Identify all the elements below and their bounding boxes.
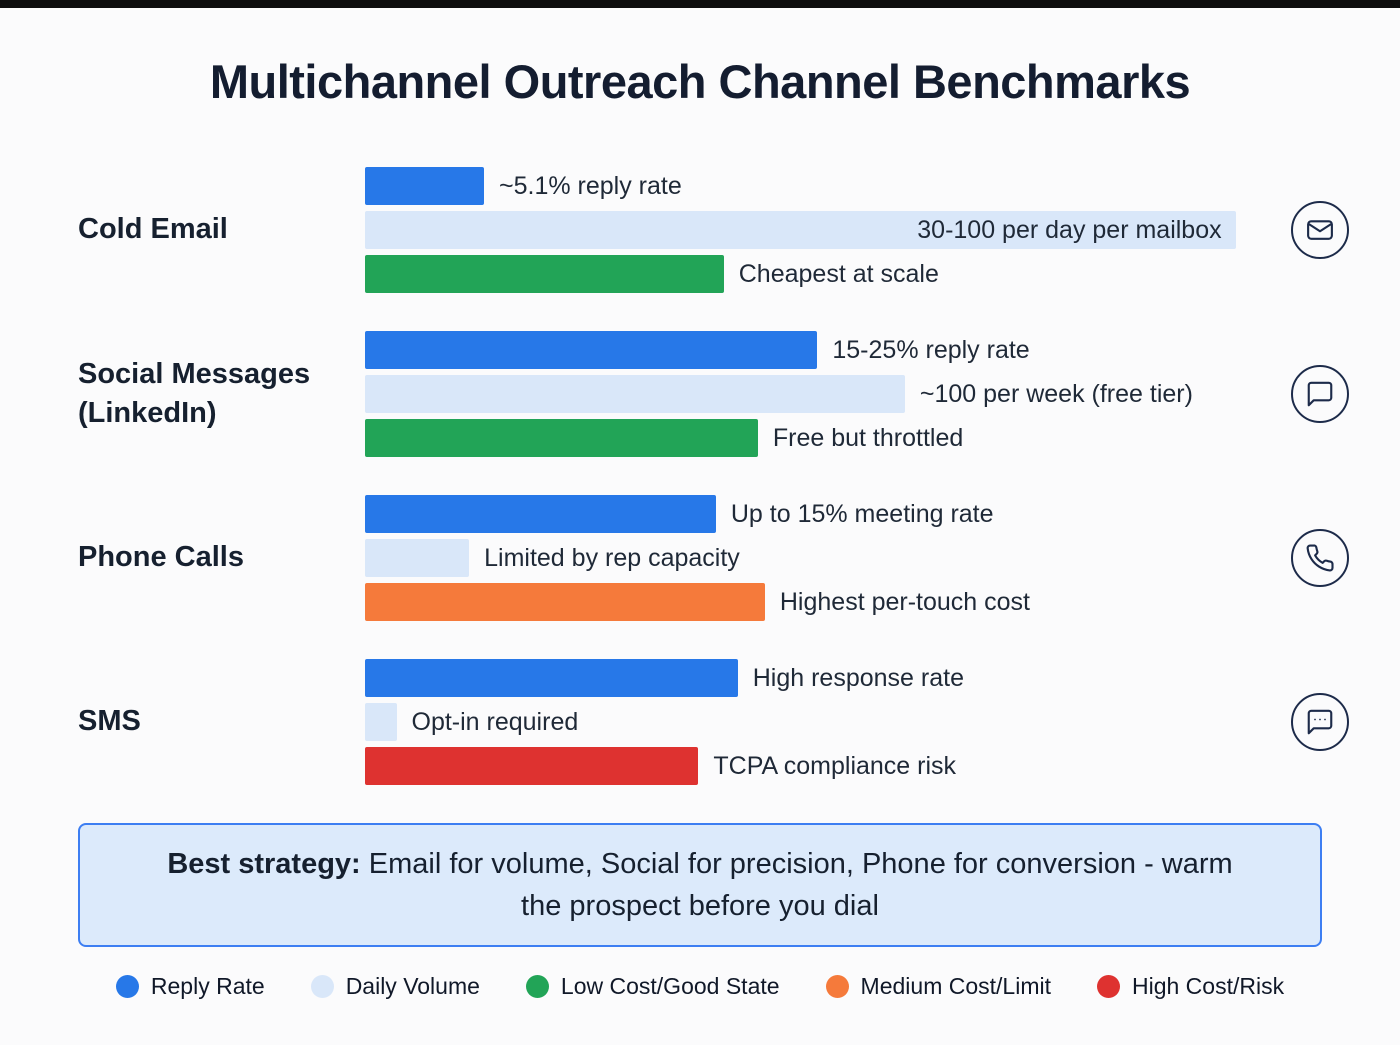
bar-line: TCPA compliance risk — [365, 747, 1240, 785]
legend-item-low-cost: Low Cost/Good State — [525, 973, 780, 1000]
bar-label: TCPA compliance risk — [713, 751, 957, 780]
bar-line: Cheapest at scale — [365, 255, 1240, 293]
medium-cost-bar — [365, 583, 765, 621]
legend-label: Reply Rate — [150, 973, 265, 1000]
high-risk-bar — [365, 747, 699, 785]
top-strip — [0, 0, 1400, 8]
channel-icon-cell — [1240, 693, 1400, 751]
bar-group: Up to 15% meeting rate Limited by rep ca… — [365, 495, 1240, 621]
legend-label: Low Cost/Good State — [560, 973, 780, 1000]
daily-volume-bar — [365, 375, 905, 413]
legend-label: Medium Cost/Limit — [860, 973, 1051, 1000]
legend-item-high-risk: High Cost/Risk — [1096, 973, 1285, 1000]
phone-icon — [1291, 529, 1349, 587]
bar-group: 15-25% reply rate ~100 per week (free ti… — [365, 331, 1240, 457]
daily-volume-bar — [365, 539, 470, 577]
bar-line: 30-100 per day per mailbox — [365, 211, 1240, 249]
bar-line: ~100 per week (free tier) — [365, 375, 1240, 413]
bar-line: Limited by rep capacity — [365, 539, 1240, 577]
bar-line: Highest per-touch cost — [365, 583, 1240, 621]
channel-label: Phone Calls — [78, 541, 244, 574]
chart-row-phone-calls: Phone Calls Up to 15% meeting rate Limit… — [0, 495, 1400, 621]
callout-text: Email for volume, Social for precision, … — [360, 848, 1233, 923]
channel-icon-cell — [1240, 529, 1400, 587]
bar-label: ~5.1% reply rate — [499, 171, 682, 200]
low-cost-bar — [365, 255, 724, 293]
bar-label: ~100 per week (free tier) — [919, 379, 1193, 408]
bar-label: Highest per-touch cost — [779, 587, 1030, 616]
chart-legend: Reply Rate Daily Volume Low Cost/Good St… — [0, 973, 1400, 1000]
benchmark-chart: Cold Email ~5.1% reply rate 30-100 per d… — [0, 167, 1400, 785]
legend-dot — [310, 975, 334, 999]
bar-group: High response rate Opt-in required TCPA … — [365, 659, 1240, 785]
sms-bubble-icon — [1291, 693, 1349, 751]
reply-rate-bar — [365, 495, 716, 533]
chart-row-social-messages: Social Messages (LinkedIn) 15-25% reply … — [0, 331, 1400, 457]
legend-item-medium-cost: Medium Cost/Limit — [825, 973, 1051, 1000]
low-cost-bar — [365, 419, 758, 457]
legend-label: High Cost/Risk — [1131, 973, 1285, 1000]
bar-label: 15-25% reply rate — [832, 335, 1030, 364]
reply-rate-bar — [365, 331, 818, 369]
chart-row-sms: SMS High response rate Opt-in required T… — [0, 659, 1400, 785]
legend-label: Daily Volume — [345, 973, 480, 1000]
bar-line: 15-25% reply rate — [365, 331, 1240, 369]
bar-line: Opt-in required — [365, 703, 1240, 741]
daily-volume-bar — [365, 703, 397, 741]
daily-volume-bar: 30-100 per day per mailbox — [365, 211, 1236, 249]
bar-line: Up to 15% meeting rate — [365, 495, 1240, 533]
bar-line: Free but throttled — [365, 419, 1240, 457]
channel-icon-cell — [1240, 201, 1400, 259]
bar-label: High response rate — [752, 663, 964, 692]
chart-row-cold-email: Cold Email ~5.1% reply rate 30-100 per d… — [0, 167, 1400, 293]
reply-rate-bar — [365, 659, 738, 697]
bar-label: Up to 15% meeting rate — [730, 499, 994, 528]
best-strategy-callout: Best strategy: Email for volume, Social … — [78, 823, 1322, 948]
legend-dot — [525, 975, 549, 999]
channel-label: Cold Email — [78, 213, 228, 246]
legend-item-reply-rate: Reply Rate — [115, 973, 265, 1000]
bar-line: High response rate — [365, 659, 1240, 697]
callout-lead: Best strategy: — [167, 848, 361, 880]
page-title: Multichannel Outreach Channel Benchmarks — [209, 55, 1191, 108]
legend-dot — [1096, 975, 1120, 999]
channel-label: Social Messages (LinkedIn) — [78, 357, 311, 429]
legend-dot — [115, 975, 139, 999]
mail-icon — [1291, 201, 1349, 259]
bar-label: Limited by rep capacity — [484, 543, 740, 572]
reply-rate-bar — [365, 167, 484, 205]
legend-dot — [825, 975, 849, 999]
bar-label: Cheapest at scale — [738, 259, 939, 288]
channel-icon-cell — [1240, 365, 1400, 423]
chat-bubble-icon — [1291, 365, 1349, 423]
bar-group: ~5.1% reply rate 30-100 per day per mail… — [365, 167, 1240, 293]
bar-label: 30-100 per day per mailbox — [917, 216, 1222, 244]
bar-label: Free but throttled — [772, 423, 964, 452]
channel-label: SMS — [78, 705, 141, 738]
bar-label: Opt-in required — [411, 707, 579, 736]
bar-line: ~5.1% reply rate — [365, 167, 1240, 205]
legend-item-daily-volume: Daily Volume — [310, 973, 480, 1000]
